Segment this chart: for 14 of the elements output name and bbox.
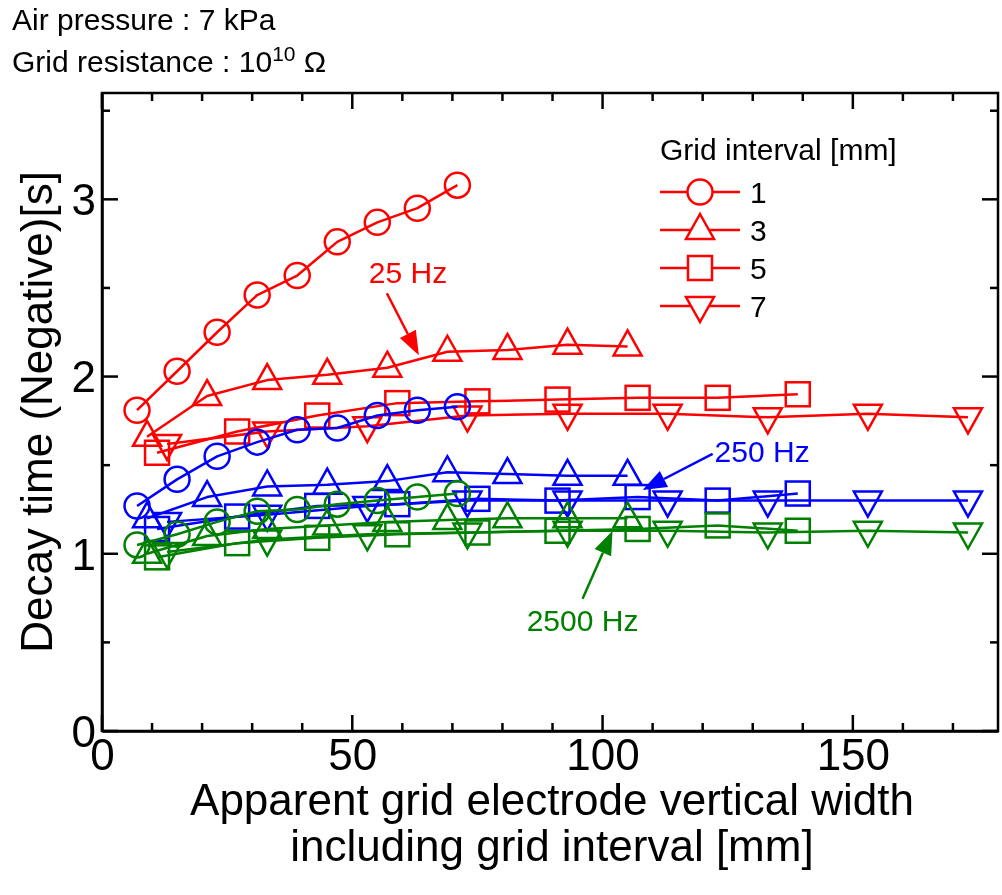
legend-label: 1 [750,176,767,209]
y-axis-title: Decay time (Negative)[s] [12,171,61,653]
annotation: 25 Hz [368,256,448,290]
annotation: 2500 Hz [526,603,639,637]
legend-label: 5 [750,252,767,285]
y-tick-label: 2 [71,352,96,402]
chart-subtitle: Grid resistance : 10$^{10}$ Ω [12,41,327,78]
chart-title: Air pressure : 7 kPa [12,3,276,36]
legend-title: Grid interval [mm] [660,133,897,166]
legend-label: 3 [750,214,767,247]
annotation: 250 Hz [714,434,810,468]
legend-label: 7 [750,290,767,323]
y-tick-label: 3 [71,175,96,225]
y-tick-label: 1 [71,529,96,579]
